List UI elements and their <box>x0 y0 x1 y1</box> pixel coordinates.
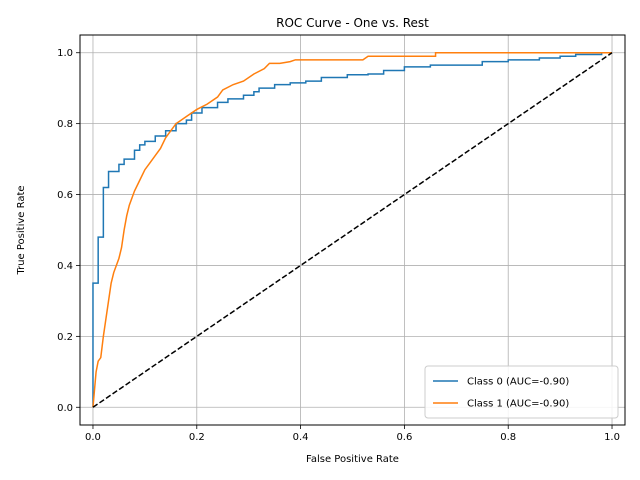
y-tick-label: 0.2 <box>57 332 73 343</box>
legend: Class 0 (AUC=-0.90) Class 1 (AUC=-0.90) <box>424 365 619 419</box>
legend-label: Class 1 (AUC=-0.90) <box>467 399 569 410</box>
x-tick-label: 0.8 <box>500 432 516 443</box>
series-line-1 <box>92 51 613 408</box>
x-axis-label: False Positive Rate <box>306 454 399 465</box>
grid-layer <box>80 35 625 425</box>
x-tick-label: 0.2 <box>189 432 205 443</box>
legend-box <box>424 365 619 419</box>
y-tick-label: 0.6 <box>57 190 73 201</box>
y-tick-label: 0.8 <box>57 119 73 130</box>
y-tick-label: 1.0 <box>57 48 73 59</box>
y-axis-label: True Positive Rate <box>16 185 27 275</box>
legend-label: Class 0 (AUC=-0.90) <box>467 377 569 388</box>
chart-title: ROC Curve - One vs. Rest <box>276 16 429 30</box>
y-tick-label: 0.0 <box>57 403 73 414</box>
y-tick-label: 0.4 <box>57 261 73 272</box>
plot-frame <box>79 34 626 426</box>
x-tick-label: 0.0 <box>85 432 101 443</box>
x-tick-label: 1.0 <box>604 432 620 443</box>
chance-line <box>92 52 613 408</box>
series-layer <box>92 51 613 408</box>
tick-layer: 0.0 0.2 0.4 0.6 0.8 1.0 0.0 0.2 0.4 0.6 0.8 1.0 <box>57 48 620 443</box>
series-line-0 <box>92 51 613 408</box>
x-tick-label: 0.4 <box>293 432 309 443</box>
x-tick-label: 0.6 <box>396 432 412 443</box>
